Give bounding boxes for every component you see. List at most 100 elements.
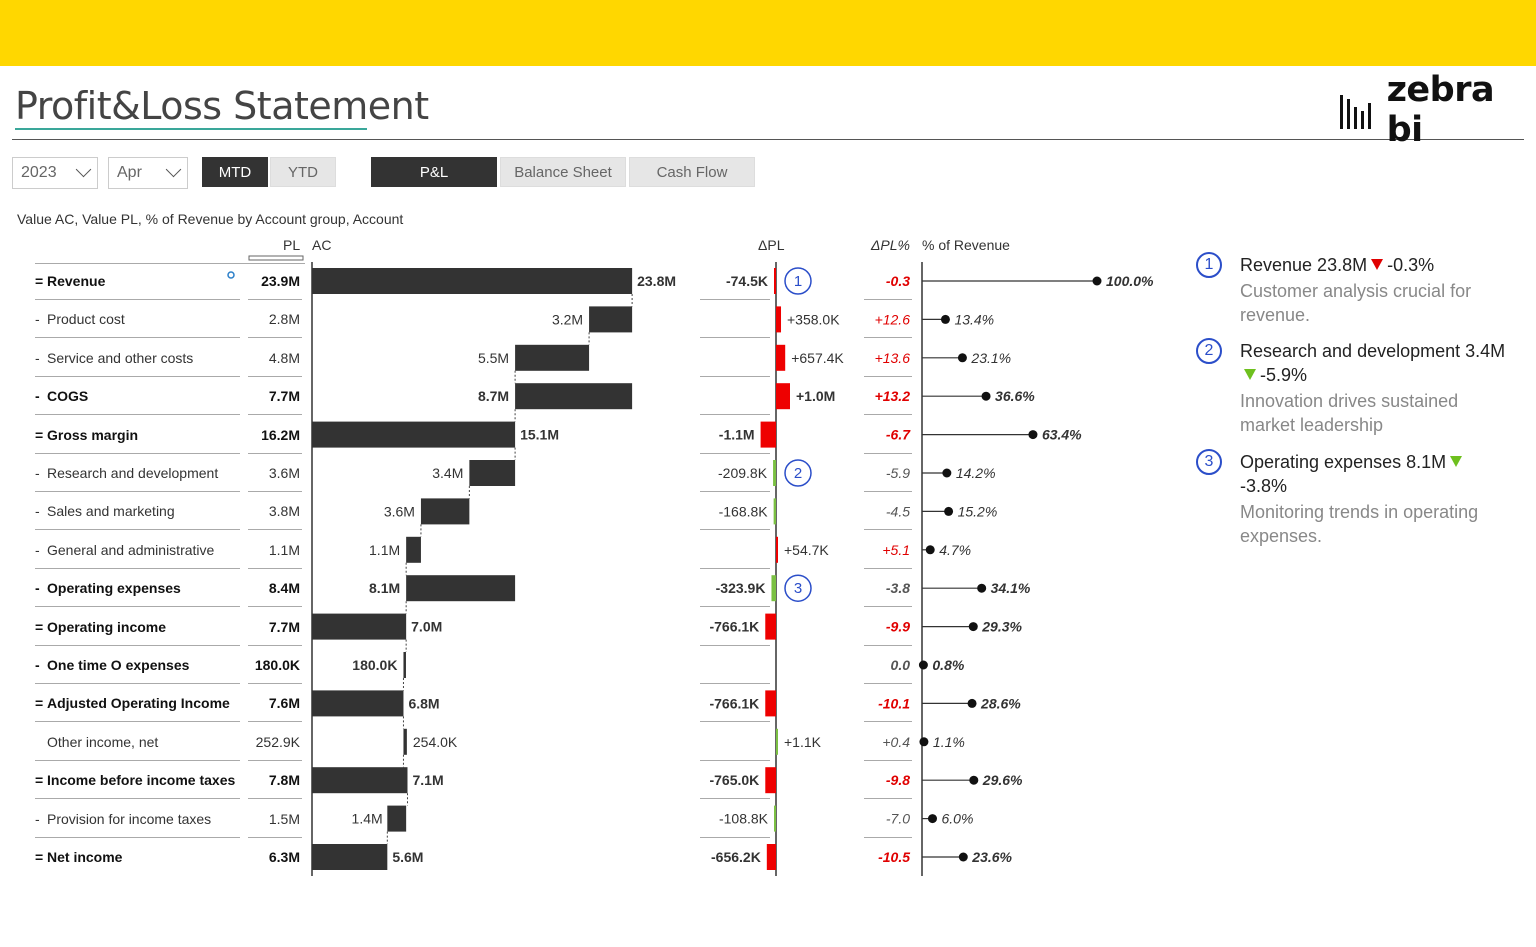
dplpct-value: -3.8 [886, 580, 910, 596]
ac-value-label: 8.7M [478, 388, 509, 404]
revenue-dot [940, 314, 950, 324]
row-separator [864, 299, 912, 300]
row-label: - Service and other costs [35, 350, 193, 366]
ac-value-label: 1.1M [369, 542, 400, 558]
revenue-dot [967, 698, 977, 708]
pl-value: 7.8M [268, 772, 300, 789]
row-label: = Gross margin [35, 427, 138, 443]
revenue-value: 63.4% [1042, 427, 1082, 443]
row-label: - Operating expenses [35, 580, 181, 596]
dpl-bar [760, 421, 776, 448]
dplpct-value: +5.1 [882, 542, 910, 558]
dpl-bar [774, 805, 776, 832]
pl-value: 180.0K [254, 657, 300, 673]
dpl-value-label: -108.8K [719, 811, 769, 827]
row-prefix: = [35, 772, 44, 789]
row-separator [864, 337, 912, 339]
row-label-text: COGS [47, 388, 89, 405]
row-label: - COGS [35, 388, 88, 404]
annotation-description: Customer analysis crucial for revenue. [1240, 281, 1472, 325]
row-label-text: Product cost [47, 311, 125, 328]
revenue-value: 13.4% [954, 311, 994, 327]
revenue-value: 4.7% [939, 542, 971, 558]
revenue-dot [919, 737, 929, 747]
row-separator [700, 414, 770, 416]
revenue-dot [968, 622, 978, 632]
pl-value: 6.3M [268, 849, 300, 865]
mtd-button[interactable]: MTD [202, 157, 268, 187]
row-prefix: - [35, 541, 40, 558]
annotation-heading: Operating expenses 8.1M -3.8% [1240, 450, 1520, 498]
dpl-value-label: +1.0M [796, 388, 835, 404]
dpl-value-label: +657.4K [791, 350, 844, 366]
row-prefix: = [35, 426, 44, 443]
dpl-value-label: +358.0K [787, 311, 840, 327]
ytd-button[interactable]: YTD [270, 157, 336, 187]
top-banner [0, 0, 1536, 66]
row-prefix: = [35, 618, 44, 635]
ac-value-label: 7.1M [412, 772, 443, 788]
col-header-dpl: ΔPL [758, 237, 785, 253]
row-separator [700, 644, 770, 646]
ac-value-label: 23.8M [637, 273, 676, 289]
pl-header-marker [248, 255, 304, 261]
dpl-bar [776, 306, 782, 333]
row-separator [35, 375, 240, 377]
ac-bar [515, 383, 633, 410]
dplpct-value: +12.6 [875, 311, 911, 327]
pl-value: 2.8M [268, 311, 300, 328]
row-label: - Sales and marketing [35, 503, 175, 519]
row-label-text: One time O expenses [47, 657, 190, 673]
dpl-bar [771, 575, 776, 602]
dpl-bar [765, 690, 776, 717]
row-separator [700, 529, 770, 531]
row-separator [864, 375, 912, 377]
dplpct-value: +13.6 [875, 350, 911, 366]
row-separator [35, 683, 240, 684]
row-label-text: Service and other costs [47, 349, 194, 366]
row-label: = Revenue [35, 273, 105, 289]
row-separator [864, 491, 912, 492]
row-prefix: - [35, 311, 40, 328]
row-separator [248, 644, 302, 646]
annotation-description: Monitoring trends in operating expenses. [1240, 502, 1479, 546]
row-separator [248, 299, 302, 300]
tab-pl[interactable]: P&L [371, 157, 497, 187]
ac-value-label: 3.6M [384, 503, 415, 519]
annotation-delta: -5.9% [1260, 365, 1308, 385]
year-select[interactable]: 2023 [12, 157, 98, 189]
annotation-heading-text: Research and development 3.4M [1240, 341, 1506, 361]
ac-value-label: 254.0K [413, 734, 458, 750]
note-number: 3 [794, 580, 802, 597]
dplpct-value: -10.5 [878, 849, 910, 865]
pl-value: 7.7M [268, 618, 300, 635]
month-select[interactable]: Apr [108, 157, 188, 189]
revenue-dot [969, 775, 979, 785]
revenue-value: 15.2% [958, 503, 998, 519]
dpl-value-label: -168.8K [719, 503, 769, 519]
col-header-dplpct: ΔPL% [871, 237, 910, 253]
row-separator [864, 683, 912, 684]
revenue-value: 23.6% [971, 849, 1012, 865]
row-separator [35, 337, 240, 339]
row-separator [35, 606, 240, 608]
row-separator [35, 798, 240, 800]
ac-value-label: 8.1M [369, 580, 400, 596]
revenue-value: 34.1% [991, 580, 1031, 596]
row-separator [700, 567, 770, 569]
pl-value: 3.8M [268, 503, 300, 520]
row-prefix: = [35, 273, 44, 289]
revenue-value: 0.8% [932, 657, 964, 673]
triangle-down-icon [1371, 259, 1384, 270]
tab-cash-flow[interactable]: Cash Flow [629, 157, 755, 187]
row-prefix: - [35, 810, 40, 827]
ac-value-label: 1.4M [352, 811, 383, 827]
row-separator [864, 567, 912, 569]
dpl-value-label: -766.1K [709, 619, 759, 635]
revenue-dot [958, 852, 968, 862]
ac-bar [387, 805, 407, 832]
row-separator [248, 529, 302, 531]
tab-balance-sheet[interactable]: Balance Sheet [500, 157, 626, 187]
row-separator [864, 529, 912, 531]
row-label: - One time O expenses [35, 657, 189, 673]
